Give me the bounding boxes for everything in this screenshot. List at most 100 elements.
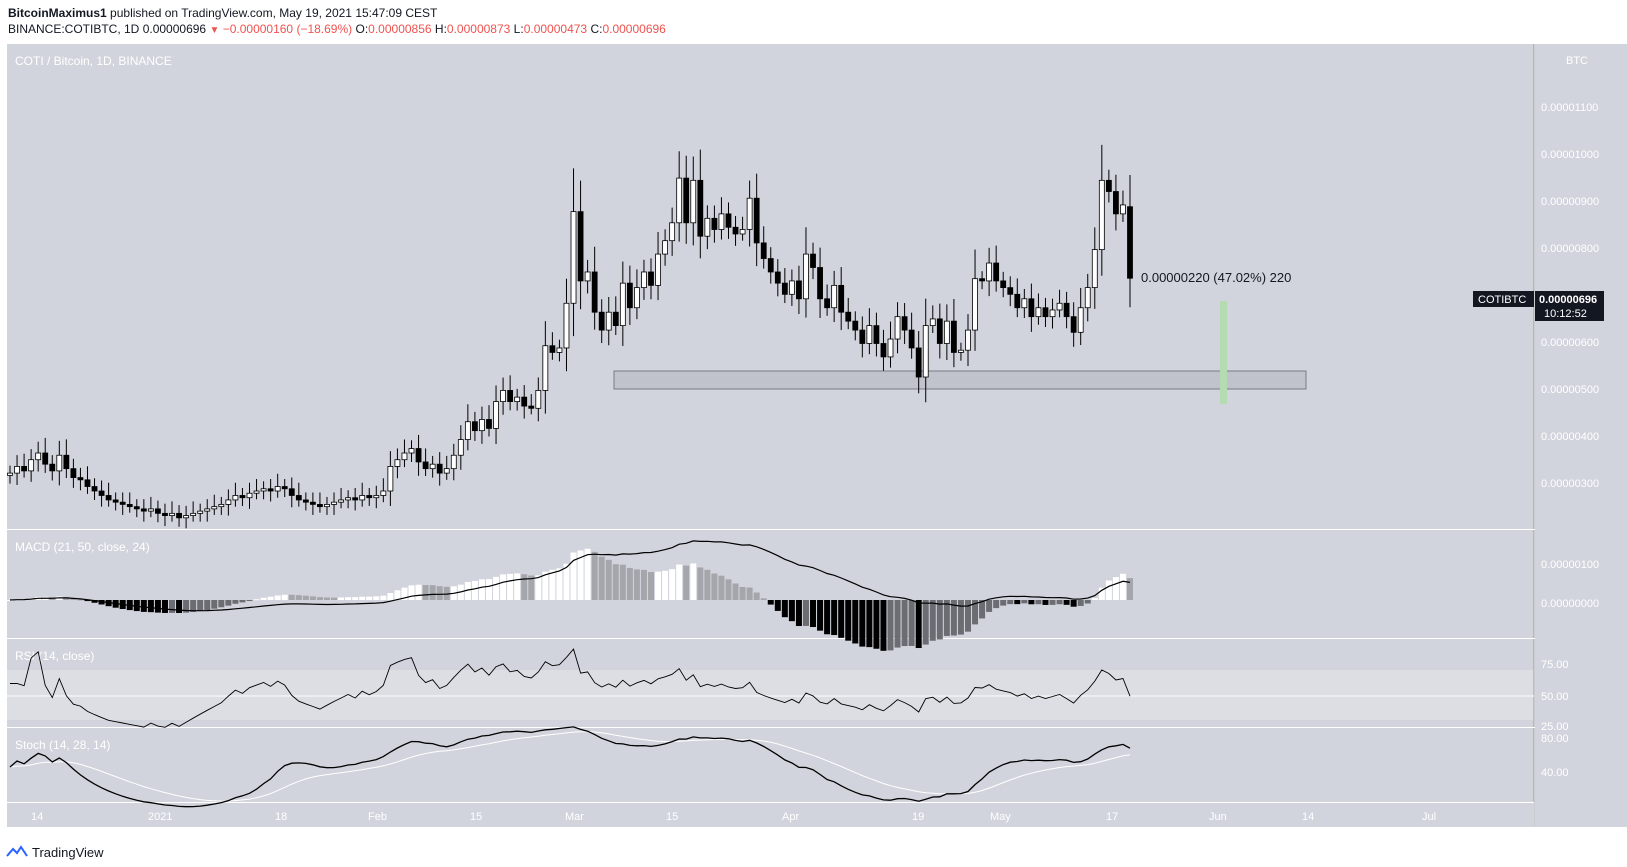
candle-body[interactable] xyxy=(936,318,943,344)
candle-body[interactable] xyxy=(922,325,929,378)
candle-body[interactable] xyxy=(803,253,809,300)
candle-body[interactable] xyxy=(521,396,528,407)
candle-body[interactable] xyxy=(528,405,535,409)
candle-body[interactable] xyxy=(232,495,239,501)
candle-body[interactable] xyxy=(619,282,626,327)
candle-body[interactable] xyxy=(979,278,985,282)
candle-body[interactable] xyxy=(641,271,647,289)
candle-body[interactable] xyxy=(676,177,683,224)
candle-body[interactable] xyxy=(28,459,35,472)
candle-body[interactable] xyxy=(690,179,697,224)
candle-body[interactable] xyxy=(817,267,823,300)
candle-body[interactable] xyxy=(838,284,845,313)
main-pane[interactable] xyxy=(7,44,1534,529)
candle-body[interactable] xyxy=(56,454,63,472)
candle-body[interactable] xyxy=(295,495,302,501)
candle-body[interactable] xyxy=(479,419,485,432)
candle-body[interactable] xyxy=(1000,280,1007,289)
candle-body[interactable] xyxy=(352,497,359,501)
candle-body[interactable] xyxy=(563,302,570,349)
candle-body[interactable] xyxy=(443,468,450,474)
candle-body[interactable] xyxy=(542,345,549,391)
candle-body[interactable] xyxy=(140,508,147,512)
candle-body[interactable] xyxy=(486,419,492,429)
candle-body[interactable] xyxy=(1028,298,1035,318)
candle-body[interactable] xyxy=(169,512,175,516)
candle-body[interactable] xyxy=(197,510,204,514)
candle-body[interactable] xyxy=(781,282,788,295)
candle-body[interactable] xyxy=(1014,293,1021,309)
candle-body[interactable] xyxy=(1105,179,1112,192)
candle-body[interactable] xyxy=(972,278,978,331)
candle-body[interactable] xyxy=(845,311,852,322)
candle-body[interactable] xyxy=(852,320,859,331)
candle-body[interactable] xyxy=(267,488,274,492)
candle-body[interactable] xyxy=(457,439,464,456)
candle-body[interactable] xyxy=(993,262,1000,282)
candle-body[interactable] xyxy=(866,325,873,344)
macd-pane[interactable] xyxy=(7,530,1534,638)
candle-body[interactable] xyxy=(288,488,295,496)
candle-body[interactable] xyxy=(965,329,971,351)
candle-body[interactable] xyxy=(732,226,739,235)
candle-body[interactable] xyxy=(901,316,908,331)
candle-body[interactable] xyxy=(105,495,112,501)
candle-body[interactable] xyxy=(655,253,661,286)
candle-body[interactable] xyxy=(338,499,344,503)
candle-body[interactable] xyxy=(746,197,753,230)
candle-body[interactable] xyxy=(634,287,640,309)
candle-body[interactable] xyxy=(788,280,795,295)
candle-body[interactable] xyxy=(359,495,366,501)
candle-body[interactable] xyxy=(1084,287,1091,309)
candle-body[interactable] xyxy=(950,320,957,353)
candle-body[interactable] xyxy=(873,325,880,344)
candle-body[interactable] xyxy=(648,271,654,286)
candle-body[interactable] xyxy=(986,262,993,282)
candle-body[interactable] xyxy=(408,448,415,454)
candle-body[interactable] xyxy=(162,512,168,516)
candle-body[interactable] xyxy=(415,448,422,463)
price-axis-area[interactable] xyxy=(1535,44,1627,827)
candle-body[interactable] xyxy=(556,347,563,353)
candle-body[interactable] xyxy=(387,466,394,492)
candle-body[interactable] xyxy=(331,501,337,505)
candle-body[interactable] xyxy=(584,271,591,282)
candle-body[interactable] xyxy=(464,421,471,440)
candle-body[interactable] xyxy=(98,490,105,496)
candle-body[interactable] xyxy=(91,486,98,492)
candle-body[interactable] xyxy=(345,497,352,501)
support-zone[interactable] xyxy=(613,370,1307,390)
candle-body[interactable] xyxy=(21,466,27,472)
candle-body[interactable] xyxy=(796,280,802,300)
candle-body[interactable] xyxy=(302,499,309,503)
candle-body[interactable] xyxy=(880,343,887,358)
candle-body[interactable] xyxy=(246,492,253,499)
candle-body[interactable] xyxy=(1113,191,1119,215)
candle-body[interactable] xyxy=(683,177,690,224)
candle-body[interactable] xyxy=(309,501,316,505)
candle-body[interactable] xyxy=(1120,204,1126,215)
candle-body[interactable] xyxy=(598,311,605,331)
candle-body[interactable] xyxy=(943,320,950,344)
candle-body[interactable] xyxy=(887,338,894,358)
candle-body[interactable] xyxy=(915,347,922,378)
candle-body[interactable] xyxy=(77,477,84,481)
candle-body[interactable] xyxy=(549,345,556,353)
candle-body[interactable] xyxy=(570,211,577,304)
candle-body[interactable] xyxy=(274,486,281,492)
candle-body[interactable] xyxy=(718,213,725,230)
candle-body[interactable] xyxy=(183,515,190,519)
candle-body[interactable] xyxy=(739,229,746,235)
candle-body[interactable] xyxy=(373,495,380,499)
candle-body[interactable] xyxy=(211,506,218,510)
candle-body[interactable] xyxy=(190,512,197,516)
candle-body[interactable] xyxy=(1049,309,1056,318)
candle-body[interactable] xyxy=(929,318,936,327)
candle-body[interactable] xyxy=(704,217,711,237)
candle-body[interactable] xyxy=(894,316,901,340)
candle-body[interactable] xyxy=(725,213,732,228)
candle-body[interactable] xyxy=(70,468,77,478)
candle-body[interactable] xyxy=(422,461,429,470)
candle-body[interactable] xyxy=(133,506,140,510)
